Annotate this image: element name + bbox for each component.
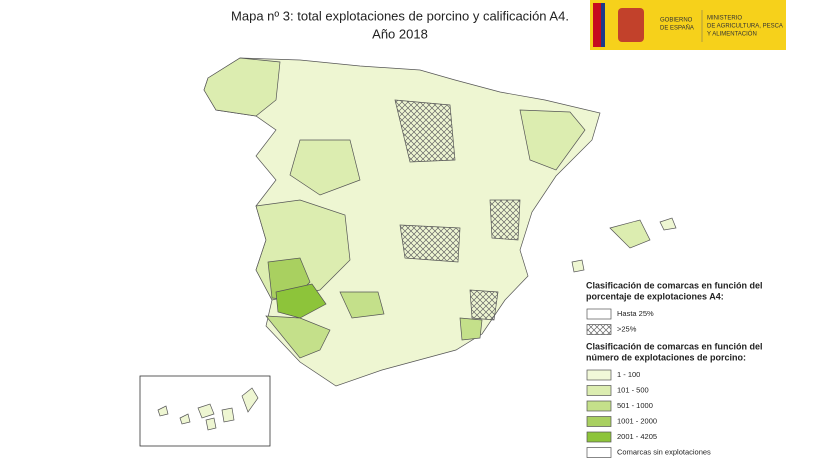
canary-islands (157, 387, 259, 431)
title: Año 2018 (372, 26, 428, 41)
region (275, 283, 327, 319)
logo-text: Y ALIMENTACIÓN (707, 31, 757, 38)
legend-swatch (586, 431, 612, 443)
region-hatched (469, 289, 499, 321)
canary-box (139, 375, 271, 447)
region (459, 317, 483, 341)
logo-text: GOBIERNO (660, 18, 693, 24)
legend-swatch (586, 369, 612, 381)
legend-label: 2001 - 4205 (617, 432, 657, 441)
region-hatched (394, 99, 456, 163)
legend-swatch (586, 447, 612, 458)
region (289, 139, 361, 196)
map (139, 57, 677, 447)
region (519, 109, 586, 171)
legend-label: 101 - 500 (617, 385, 649, 394)
legend-heading: Clasificación de comarcas en función del (586, 341, 763, 351)
legend-swatch (586, 416, 612, 427)
legend-label: Comarcas sin explotaciones (617, 447, 711, 456)
island (571, 259, 585, 273)
region (339, 291, 385, 319)
flag-stripe (593, 3, 601, 47)
legend-swatch (586, 324, 612, 335)
legend-heading: porcentaje de explotaciones A4: (586, 291, 724, 301)
island (609, 219, 651, 249)
coat-of-arms (618, 8, 644, 42)
region (265, 315, 331, 359)
island (659, 217, 677, 231)
region-hatched (399, 224, 461, 263)
region (203, 57, 281, 117)
legend-label: 1001 - 2000 (617, 416, 657, 425)
legend-label: 1 - 100 (617, 370, 640, 379)
legend-label: Hasta 25% (617, 309, 654, 318)
logo: GOBIERNO DE ESPAÑA MINISTERIO DE AGRICUL… (590, 0, 786, 50)
legend-swatch (586, 308, 612, 320)
logo-text: DE AGRICULTURA, PESCA (707, 24, 783, 30)
legend-swatch (586, 385, 612, 396)
legend-heading: Clasificación de comarcas en función del (586, 280, 763, 290)
title: Mapa nº 3: total explotaciones de porcin… (231, 8, 569, 23)
legend: Clasificación de comarcas en función del… (586, 280, 763, 458)
logo-text: MINISTERIO (707, 16, 742, 22)
legend-label: 501 - 1000 (617, 401, 653, 410)
legend-label: >25% (617, 324, 637, 333)
legend-heading: número de explotaciones de porcino: (586, 352, 746, 362)
region-hatched (489, 199, 521, 241)
legend-swatch (586, 400, 612, 412)
flag-stripe (601, 3, 605, 47)
logo-text: DE ESPAÑA (660, 25, 694, 32)
